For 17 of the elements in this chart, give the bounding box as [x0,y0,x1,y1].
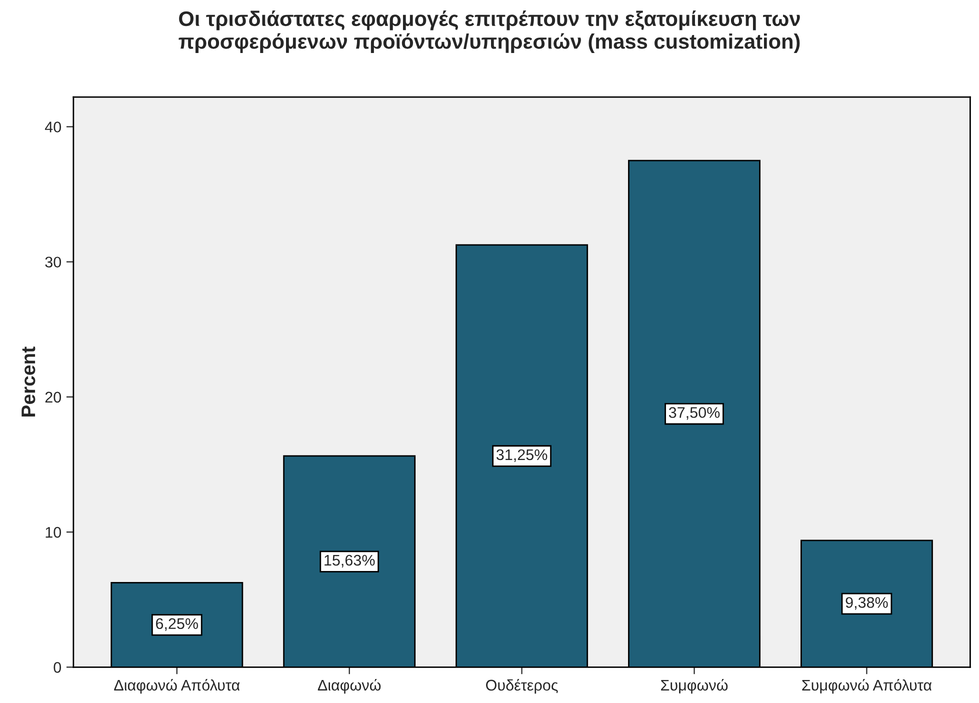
y-tick-label: 40 [44,122,62,132]
y-tick-label: 10 [46,526,62,538]
y-tick-label: 0 [54,662,62,673]
y-tick-label: 30 [45,256,62,268]
x-tick-label: Διαφωνώ Απόλυτα [114,678,240,694]
data-label: 6,25% [156,618,198,631]
y-axis-title: Percent [22,346,36,416]
data-label: 15,63% [324,554,375,568]
y-tick-label: 20 [45,392,62,403]
chart-title: Οι τρισδιάστατες εφαρμογές επιτρέπουν την εξατομίκευση των προσφερόμενων προϊόντων/υπηρεσιών (mass customization) [178,10,800,53]
data-label: 37,50% [668,407,720,420]
data-label: 9,38% [846,597,888,610]
data-label: 31,25% [496,449,548,462]
x-tick-label: Διαφωνώ [318,678,381,694]
x-tick-label: Συμφωνώ Απόλυτα [802,678,932,694]
x-tick-label: Ουδέτερος [486,678,558,694]
x-tick-label: Συμφωνώ [661,678,728,694]
